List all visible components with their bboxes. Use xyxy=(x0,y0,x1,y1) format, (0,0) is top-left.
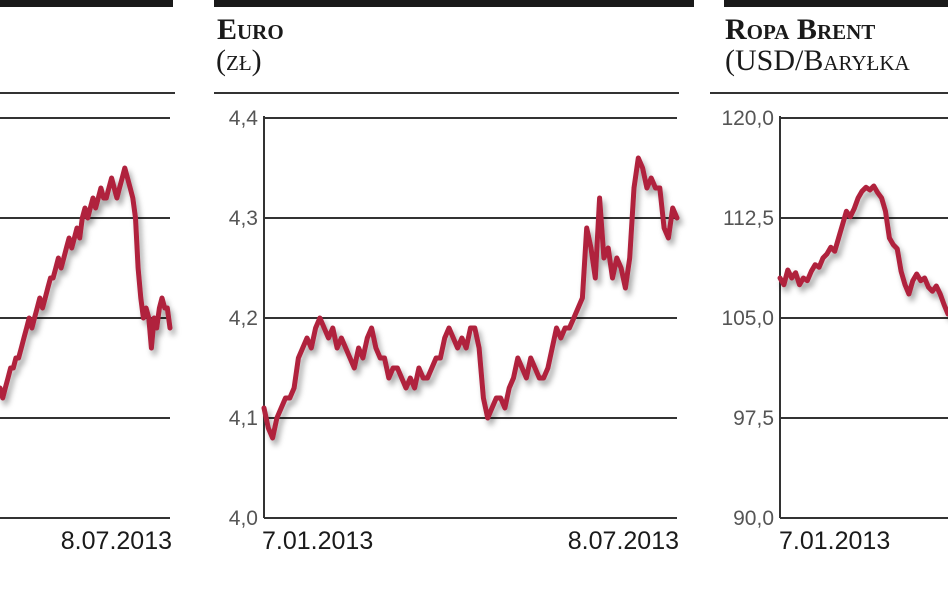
y-tick-label: 4,4 xyxy=(229,107,259,130)
panel-euro: Euro (zł) 4,0 4,1 4,2 4,3 4,4 7.01.2013 8.07.2… xyxy=(214,0,694,593)
series-line xyxy=(0,165,173,401)
chart-euro: 4,0 4,1 4,2 4,3 4,4 7.01.2013 8.07.2013 xyxy=(229,107,680,555)
header-rule xyxy=(0,92,175,94)
x-end-date-label: 8.07.2013 xyxy=(568,527,679,555)
panel-top-bar xyxy=(724,0,948,7)
x-start-date-label: 7.01.2013 xyxy=(262,527,373,555)
header-rule xyxy=(710,92,948,94)
chart-title: Ropa Brent xyxy=(725,13,876,46)
panel-top-bar xyxy=(214,0,694,7)
y-tick-label: 97,5 xyxy=(733,407,774,430)
y-tick-label: 112,5 xyxy=(723,207,774,230)
y-tick-label: 4,3 xyxy=(229,207,258,230)
y-tick-label: 120,0 xyxy=(721,107,774,130)
chart-subtitle: (zł) xyxy=(216,44,262,77)
header-rule xyxy=(214,92,679,94)
y-tick-label: 90,0 xyxy=(733,507,774,530)
y-tick-label: 105,0 xyxy=(721,307,774,330)
series-line xyxy=(261,155,680,441)
y-tick-label: 4,1 xyxy=(229,407,258,430)
x-end-date-label: 8.07.2013 xyxy=(61,527,172,555)
panel-top-bar xyxy=(0,0,173,7)
chart-subtitle: (USD/Baryłka xyxy=(725,44,910,77)
series-line xyxy=(777,183,948,317)
panel-brent: Ropa Brent (USD/Baryłka 90,0 97,5 105,0 112… xyxy=(710,0,948,593)
x-start-date-label: 7.01.2013 xyxy=(779,527,890,555)
panel-currency-1: 8.07.2013 xyxy=(0,0,178,593)
chart-brent: 90,0 97,5 105,0 112,5 120,0 7.01.2013 xyxy=(721,107,948,555)
chart-title: Euro xyxy=(217,13,284,46)
chart-currency-1: 8.07.2013 xyxy=(0,117,173,555)
y-tick-label: 4,0 xyxy=(229,507,258,530)
y-tick-label: 4,2 xyxy=(229,307,258,330)
